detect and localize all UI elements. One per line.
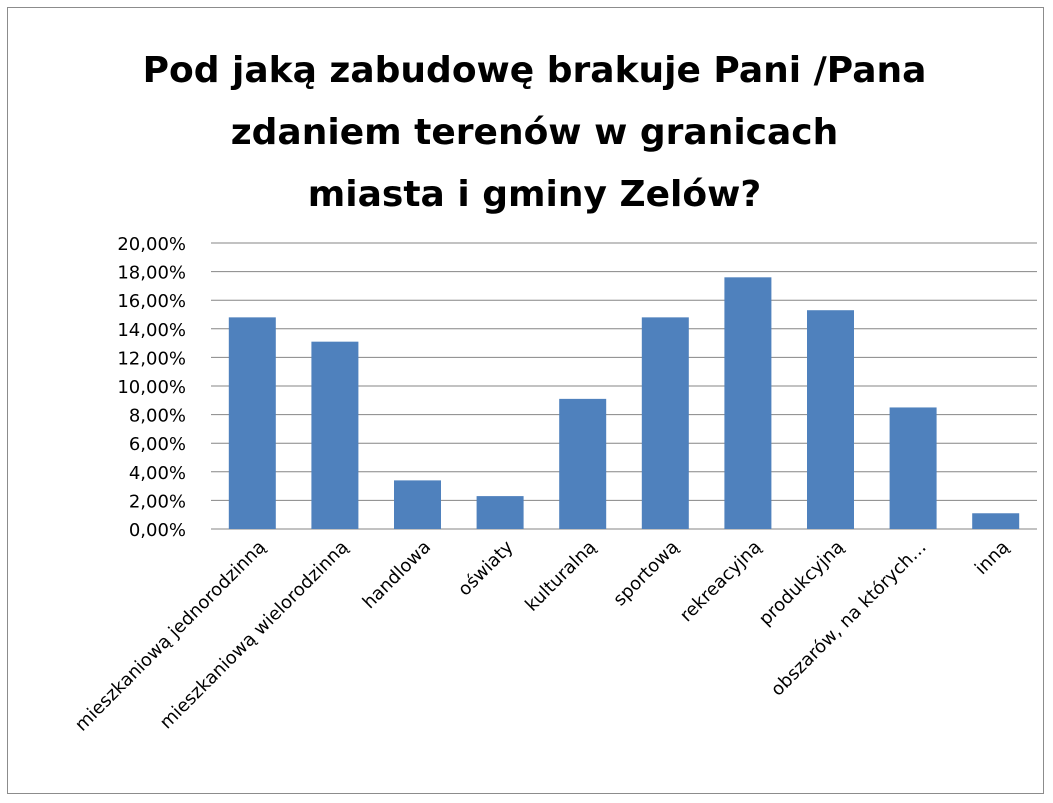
x-tick-label: inną (971, 537, 1013, 579)
bar (807, 310, 854, 529)
bar (972, 513, 1020, 529)
bar (559, 398, 607, 529)
y-tick-label: 14,00% (117, 320, 186, 341)
bar (394, 480, 441, 529)
x-tick-label: kulturalną (521, 537, 600, 616)
bar (641, 317, 689, 529)
chart-frame (7, 7, 1044, 794)
x-tick-label: handlowa (359, 537, 435, 613)
bars (228, 277, 1020, 529)
y-tick-label: 2,00% (129, 491, 186, 512)
y-axis-tick-labels: 0,00% 2,00% 4,00% 6,00% 8,00% 10,00% 12,00% 14,… (117, 234, 186, 541)
bar (724, 277, 772, 529)
x-tick-label: oświaty (454, 536, 518, 600)
y-tick-label: 12,00% (117, 348, 186, 369)
y-tick-label: 10,00% (117, 377, 186, 398)
y-tick-label: 18,00% (117, 263, 186, 284)
chart-title-line-3: miasta i gminy Zelów? (307, 174, 762, 215)
chart-title-line-2: zdaniem terenów w granicach (230, 112, 839, 153)
y-tick-label: 0,00% (129, 520, 186, 541)
chart-title: Pod jaką zabudowę brakuje Pani /Pana zda… (0, 40, 1053, 226)
x-tick-label: sportową (609, 537, 683, 611)
chart-title-line-1: Pod jaką zabudowę brakuje Pani /Pana (142, 50, 927, 91)
y-tick-label: 16,00% (117, 291, 186, 312)
bar (228, 317, 276, 529)
bar (889, 407, 937, 529)
y-tick-label: 6,00% (129, 434, 186, 455)
y-tick-label: 20,00% (117, 234, 186, 255)
y-tick-label: 4,00% (129, 463, 186, 484)
x-tick-label: produkcyjną (755, 537, 848, 630)
x-tick-label: obszarów, na których… (767, 537, 931, 701)
y-tick-label: 8,00% (129, 406, 186, 427)
bar (311, 341, 359, 529)
bar (476, 496, 524, 529)
x-tick-label: rekreacyjną (676, 537, 766, 627)
